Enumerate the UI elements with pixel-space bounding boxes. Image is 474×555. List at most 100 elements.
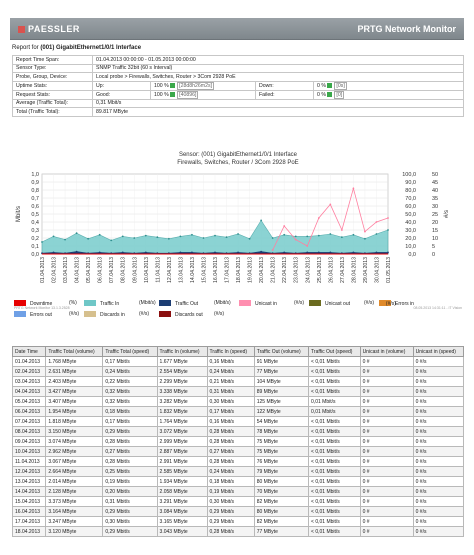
table-cell: 18.04.2013	[11, 526, 47, 537]
down-percent: 0 %	[317, 82, 326, 89]
table-cell: 0 #/s	[412, 456, 465, 467]
table-cell: 0 #/s	[412, 416, 465, 427]
table-cell: < 0,01 Mbit/s	[308, 456, 361, 467]
legend-label: Errors in	[395, 301, 414, 307]
table-cell: 0 #	[359, 426, 414, 437]
info-value: 0,31 Mbit/s	[92, 98, 464, 108]
table-cell: 0 #/s	[412, 466, 465, 477]
table-cell: 0,20 Mbit/s	[102, 486, 158, 497]
y-right-tick-label: 80,0	[405, 188, 416, 194]
table-cell: 0,29 Mbit/s	[206, 506, 255, 517]
paessler-logo-icon	[18, 26, 25, 33]
info-label: Sensor Type:	[12, 63, 93, 73]
table-cell: 01.04.2013	[11, 356, 47, 367]
table-cell: 3.043 MByte	[156, 526, 208, 537]
traffic-in-point	[271, 237, 274, 239]
table-cell: 76 MByte	[253, 456, 310, 467]
column-header: Traffic Total (speed)	[102, 346, 158, 357]
x-tick-label: 23.04.2013	[294, 257, 300, 283]
x-tick-label: 27.04.2013	[340, 257, 346, 283]
x-tick-label: 05.04.2013	[86, 257, 92, 283]
failed-percent: 0 %	[317, 91, 326, 98]
table-cell: 0,28 Mbit/s	[206, 526, 255, 537]
table-row: 15.04.2013 3.373 MByte 0,31 Mbit/s 3.291 MB…	[11, 496, 465, 507]
traffic-out-point	[214, 251, 216, 254]
y-right-tick-label: 10,0	[405, 244, 416, 250]
table-cell: 78 MByte	[253, 426, 310, 437]
table-cell: 0,28 Mbit/s	[206, 426, 255, 437]
table-cell: 122 MByte	[253, 406, 310, 417]
failed-bar-icon	[327, 91, 333, 97]
x-tick-label: 02.04.2013	[52, 257, 58, 283]
legend-traffic-out: Traffic Out (Mbit/s)	[159, 300, 231, 308]
legend-label: Errors out	[30, 312, 52, 318]
table-cell: < 0,01 Mbit/s	[308, 496, 361, 507]
table-cell: 82 MByte	[253, 516, 310, 527]
traffic-out-point	[144, 251, 147, 254]
table-cell: 1.934 MByte	[156, 476, 208, 487]
table-cell: 0,30 Mbit/s	[206, 496, 255, 507]
y-right-tick-label: 40,0	[405, 220, 416, 226]
x-tick-label: 19.04.2013	[248, 257, 254, 283]
traffic-out-point	[352, 251, 355, 254]
x-tick-label: 20.04.2013	[259, 257, 265, 283]
column-header: Unicast in (volume)	[359, 346, 414, 357]
table-cell: 0 #	[359, 436, 414, 447]
table-cell: 16.04.2013	[11, 506, 47, 517]
traffic-out-point	[317, 251, 320, 254]
legend-label: Unicast in	[255, 301, 277, 307]
table-cell: 0 #/s	[412, 436, 465, 447]
table-cell: < 0,01 Mbit/s	[308, 476, 361, 487]
down-label: Down:	[255, 80, 314, 91]
traffic-out-point	[179, 251, 182, 254]
column-header: Unicast in (speed)	[412, 346, 465, 357]
table-cell: 0,16 Mbit/s	[206, 416, 255, 427]
traffic-in-point	[375, 233, 378, 235]
x-tick-label: 26.04.2013	[328, 257, 334, 283]
table-cell: 2.403 MByte	[45, 376, 104, 387]
table-cell: 0,24 Mbit/s	[206, 466, 255, 477]
table-cell: 0,30 Mbit/s	[102, 516, 158, 527]
table-cell: 0 #/s	[412, 486, 465, 497]
y-right-tick-label: 100,0	[402, 172, 416, 178]
traffic-in-point	[110, 239, 113, 242]
traffic-in-point	[75, 232, 78, 235]
table-cell: 0 #	[359, 496, 414, 507]
table-cell: 2.664 MByte	[45, 466, 104, 477]
y-tick-label: 0,0	[31, 252, 39, 258]
legend-swatch	[239, 300, 251, 306]
table-cell: 75 MByte	[253, 446, 310, 457]
table-cell: 0,30 Mbit/s	[206, 396, 255, 407]
report-info-table: Report Time Span: 01.04.2013 00:00:00 - …	[12, 55, 464, 117]
info-label: Request Stats:	[12, 89, 93, 100]
table-cell: 0 #	[359, 476, 414, 487]
traffic-out-point	[191, 251, 193, 254]
legend-label: Traffic Out	[175, 301, 199, 307]
table-cell: 0 #	[359, 366, 414, 377]
legend-label: Unicast out	[325, 301, 351, 307]
traffic-in-point	[352, 233, 355, 236]
traffic-out-point	[283, 251, 286, 254]
table-cell: 79 MByte	[253, 466, 310, 477]
traffic-chart: Sensor: (001) GigabitEthernet1/0/1 Inter…	[12, 150, 464, 325]
table-row: 09.04.2013 3.074 MByte 0,28 Mbit/s 2.999 MB…	[11, 436, 465, 447]
unicast-in-point	[375, 221, 378, 223]
table-cell: 2.585 MByte	[156, 466, 208, 477]
y-tick-label: 0,7	[31, 196, 39, 202]
table-cell: 0 #	[359, 356, 414, 367]
info-row: Probe, Group, Device: Local probe > Fire…	[12, 72, 464, 82]
column-header: Traffic Out (volume)	[253, 346, 310, 357]
table-cell: 104 MByte	[253, 376, 310, 387]
info-label: Average (Traffic Total):	[12, 98, 93, 108]
table-cell: < 0,01 Mbit/s	[308, 366, 361, 377]
traffic-in-point	[52, 235, 55, 238]
y-right2-tick-label: 0	[432, 252, 435, 258]
table-row: 11.04.2013 3.067 MByte 0,28 Mbit/s 2.991 MB…	[11, 456, 465, 467]
legend-errors-out: Errors out (#/s)	[14, 311, 79, 319]
x-tick-label: 28.04.2013	[351, 257, 357, 283]
x-tick-label: 09.04.2013	[132, 257, 138, 283]
table-cell: 3.074 MByte	[45, 436, 104, 447]
info-label: Total (Traffic Total):	[12, 107, 93, 117]
table-cell: 0,27 Mbit/s	[206, 446, 255, 457]
table-cell: 0 #	[359, 466, 414, 477]
